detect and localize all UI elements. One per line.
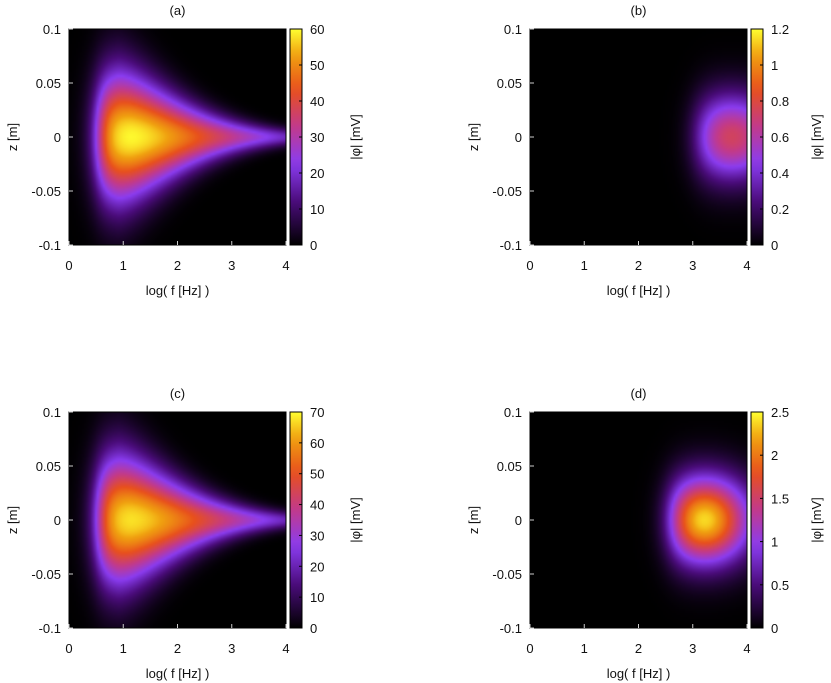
x-axis-label-d: log( f [Hz] ) xyxy=(607,666,671,681)
colorbar-tick-label: 30 xyxy=(310,528,324,543)
colorbar-tick-label: 0 xyxy=(310,238,317,253)
x-tick-label: 4 xyxy=(743,641,750,656)
y-tick-label: -0.1 xyxy=(500,238,522,253)
colorbar-tick-label: 20 xyxy=(310,559,324,574)
colorbar-tick-label: 1 xyxy=(771,58,778,73)
colorbar-tick-label: 60 xyxy=(310,22,324,37)
x-tick-label: 3 xyxy=(689,258,696,273)
y-axis-label-a: z [m] xyxy=(5,123,20,151)
x-axis-label-c: log( f [Hz] ) xyxy=(146,666,210,681)
x-tick-label: 0 xyxy=(65,641,72,656)
x-tick-label: 4 xyxy=(743,258,750,273)
colorbar-tick-label: 40 xyxy=(310,94,324,109)
heatmap-d xyxy=(530,412,747,628)
colorbar-tick-label: 60 xyxy=(310,436,324,451)
y-tick-label: -0.1 xyxy=(39,238,61,253)
colorbar-tick-label: 1.5 xyxy=(771,491,789,506)
x-tick-label: 1 xyxy=(120,641,127,656)
x-tick-label: 1 xyxy=(581,258,588,273)
y-tick-label: 0.1 xyxy=(43,22,61,37)
y-tick-label: -0.1 xyxy=(39,621,61,636)
y-tick-label: 0.1 xyxy=(43,405,61,420)
y-tick-label: -0.05 xyxy=(492,567,522,582)
colorbar-label-b: |φ| [mV] xyxy=(809,114,824,160)
colorbar-label-a: |φ| [mV] xyxy=(348,114,363,160)
y-axis-label-b: z [m] xyxy=(466,123,481,151)
x-axis-label-a: log( f [Hz] ) xyxy=(146,283,210,298)
y-tick-label: 0 xyxy=(54,130,61,145)
y-tick-label: 0.05 xyxy=(36,459,61,474)
y-tick-label: 0.05 xyxy=(497,459,522,474)
x-tick-label: 3 xyxy=(228,258,235,273)
y-axis-label-d: z [m] xyxy=(466,506,481,534)
y-tick-label: -0.05 xyxy=(492,184,522,199)
panel-title-a: (a) xyxy=(170,3,186,18)
colorbar-tick-label: 50 xyxy=(310,467,324,482)
colorbar-tick-label: 0 xyxy=(771,621,778,636)
x-tick-label: 3 xyxy=(689,641,696,656)
colorbar-tick-label: 20 xyxy=(310,166,324,181)
y-tick-label: 0 xyxy=(515,130,522,145)
colorbar-tick-label: 0 xyxy=(310,621,317,636)
colorbar-tick-label: 0.8 xyxy=(771,94,789,109)
colorbar-tick-label: 50 xyxy=(310,58,324,73)
y-tick-label: 0 xyxy=(54,513,61,528)
colorbar-label-d: |φ| [mV] xyxy=(809,497,824,543)
x-tick-label: 4 xyxy=(282,258,289,273)
colorbar-tick-label: 1 xyxy=(771,535,778,550)
colorbar-tick-label: 0 xyxy=(771,238,778,253)
panel-title-c: (c) xyxy=(170,386,185,401)
y-axis-label-c: z [m] xyxy=(5,506,20,534)
y-tick-label: -0.05 xyxy=(31,184,61,199)
x-tick-label: 2 xyxy=(174,258,181,273)
panel-title-d: (d) xyxy=(631,386,647,401)
colorbar-tick-label: 0.4 xyxy=(771,166,789,181)
colorbar-tick-label: 0.6 xyxy=(771,130,789,145)
panel-title-b: (b) xyxy=(631,3,647,18)
colorbar-tick-label: 2.5 xyxy=(771,405,789,420)
colorbar-tick-label: 70 xyxy=(310,405,324,420)
y-tick-label: 0.05 xyxy=(497,76,522,91)
colorbar-label-c: |φ| [mV] xyxy=(348,497,363,543)
x-tick-label: 0 xyxy=(526,258,533,273)
colorbar-tick-label: 0.2 xyxy=(771,202,789,217)
heatmap-a xyxy=(69,29,286,245)
heatmap-b xyxy=(530,29,747,245)
y-tick-label: 0.1 xyxy=(504,405,522,420)
y-tick-label: 0.05 xyxy=(36,76,61,91)
colorbar-tick-label: 30 xyxy=(310,130,324,145)
colorbar-tick-label: 10 xyxy=(310,202,324,217)
x-tick-label: 1 xyxy=(120,258,127,273)
colorbar-tick-label: 1.2 xyxy=(771,22,789,37)
heatmap-c xyxy=(69,412,286,628)
x-tick-label: 3 xyxy=(228,641,235,656)
x-axis-label-b: log( f [Hz] ) xyxy=(607,283,671,298)
x-tick-label: 0 xyxy=(65,258,72,273)
colorbar-tick-label: 2 xyxy=(771,448,778,463)
y-tick-label: 0 xyxy=(515,513,522,528)
colorbar-tick-label: 0.5 xyxy=(771,578,789,593)
colorbar-tick-label: 10 xyxy=(310,590,324,605)
colorbar-tick-label: 40 xyxy=(310,498,324,513)
colorbar-c xyxy=(289,411,303,629)
x-tick-label: 4 xyxy=(282,641,289,656)
x-tick-label: 1 xyxy=(581,641,588,656)
colorbar-d xyxy=(750,411,764,629)
x-tick-label: 0 xyxy=(526,641,533,656)
x-tick-label: 2 xyxy=(635,258,642,273)
x-tick-label: 2 xyxy=(174,641,181,656)
y-tick-label: -0.05 xyxy=(31,567,61,582)
x-tick-label: 2 xyxy=(635,641,642,656)
y-tick-label: 0.1 xyxy=(504,22,522,37)
y-tick-label: -0.1 xyxy=(500,621,522,636)
